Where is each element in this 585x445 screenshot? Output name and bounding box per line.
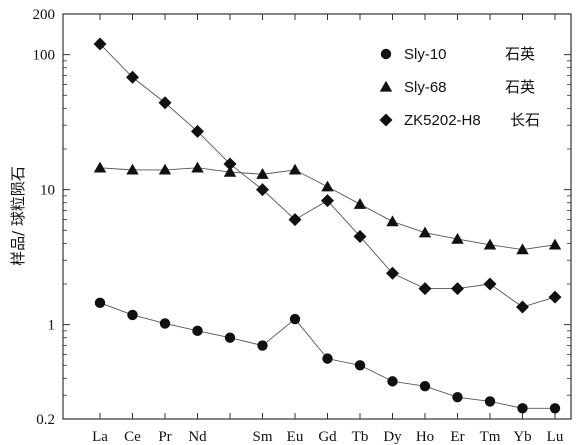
x-tick-labels: La Ce Pr Nd Sm Eu Gd Tb Dy Ho Er Tm Yb Lu (92, 429, 564, 445)
legend-marker (379, 113, 393, 127)
data-point (451, 232, 464, 244)
data-point (516, 300, 529, 314)
data-point (353, 229, 367, 243)
data-point (354, 360, 366, 371)
data-point (353, 198, 367, 209)
x-tick-label: Ho (416, 429, 434, 445)
series-ZK5202-H8 (93, 37, 562, 314)
x-tick-label: Dy (383, 429, 402, 445)
data-point (549, 403, 561, 414)
data-point (321, 194, 334, 208)
data-point (419, 380, 431, 392)
data-point (126, 70, 139, 84)
legend-mineral: 石英 (505, 45, 535, 63)
data-point (159, 318, 171, 329)
y-tick-label: 0.2 (36, 412, 55, 428)
legend-label: ZK5202-H8 (404, 112, 481, 129)
x-tick-label: La (92, 429, 108, 445)
x-tick-label: Yb (513, 429, 531, 445)
data-point (256, 183, 269, 197)
legend: Sly-10 石英 Sly-68 石英 ZK5202-H8 长石 (379, 45, 540, 129)
data-point (93, 37, 107, 51)
y-tick-label: 1 (48, 318, 56, 334)
legend-mineral: 长石 (510, 111, 540, 129)
data-point (223, 165, 237, 177)
legend-label: Sly-10 (404, 46, 447, 63)
y-tick-label: 10 (40, 183, 55, 199)
data-point (517, 403, 528, 414)
data-point (288, 213, 302, 227)
data-point (418, 226, 432, 238)
data-point (126, 163, 139, 175)
data-point (289, 313, 301, 325)
data-point (223, 157, 237, 171)
x-tick-label: Er (450, 429, 464, 445)
x-tick-label: Lu (547, 429, 564, 445)
axis-ticks (63, 13, 571, 420)
data-point (288, 163, 302, 175)
data-point (257, 340, 268, 351)
data-point (191, 161, 204, 173)
series-line (99, 167, 556, 250)
y-axis-title: 样品/ 球粒陨石 (9, 166, 27, 266)
series-Sly-68 (93, 161, 562, 255)
x-tick-label: Tb (352, 429, 369, 445)
x-tick-label: Ce (124, 429, 141, 445)
y-tick-label: 100 (33, 48, 56, 64)
data-point (321, 180, 334, 192)
data-point (451, 282, 464, 296)
legend-label: Sly-68 (404, 79, 447, 96)
x-tick-label: Sm (252, 429, 272, 445)
series-line (99, 43, 556, 308)
y-tick-label: 200 (33, 7, 56, 23)
data-point (386, 266, 399, 280)
series-layer (93, 37, 562, 414)
data-point (256, 168, 269, 179)
legend-marker (379, 80, 393, 92)
data-point (484, 396, 496, 407)
data-point (516, 243, 529, 255)
data-point (548, 290, 562, 304)
x-tick-label: Eu (287, 429, 304, 445)
data-point (452, 392, 463, 403)
x-tick-label: Tm (480, 429, 501, 445)
series-Sly-10 (94, 297, 561, 414)
data-point (483, 238, 497, 250)
data-point (158, 96, 172, 110)
data-point (386, 215, 399, 227)
data-point (322, 353, 333, 364)
x-tick-label: Pr (158, 429, 171, 445)
data-point (191, 124, 204, 138)
data-point (224, 332, 236, 343)
x-tick-label: Gd (318, 429, 337, 445)
data-point (548, 238, 562, 250)
data-point (158, 163, 172, 175)
data-point (94, 297, 106, 309)
data-point (127, 309, 138, 321)
data-point (418, 282, 432, 296)
x-tick-label: Nd (188, 429, 207, 445)
plot-frame (62, 13, 572, 420)
data-point (93, 161, 107, 173)
y-tick-labels: 0.2 1 10 100 200 (33, 7, 56, 428)
legend-marker (380, 48, 392, 60)
data-point (483, 277, 497, 291)
data-point (387, 376, 398, 387)
data-point (192, 325, 203, 337)
legend-mineral: 石英 (505, 78, 535, 96)
